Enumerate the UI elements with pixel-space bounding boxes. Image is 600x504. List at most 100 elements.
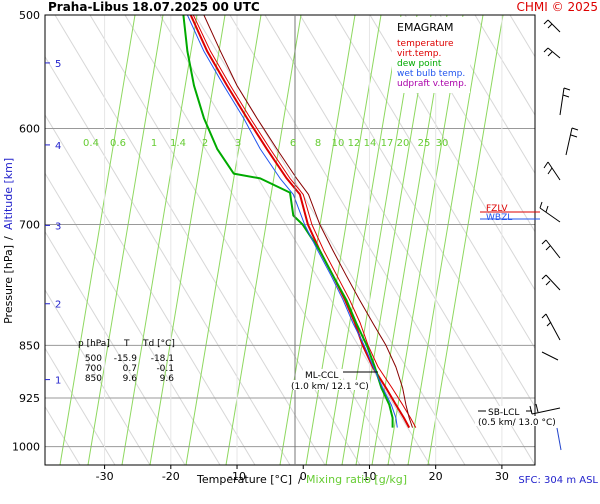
dry-adiabat — [45, 55, 291, 465]
table-cell: 500 — [85, 354, 102, 364]
dry-adiabat — [229, 15, 501, 465]
wind-barb-icon — [541, 274, 561, 291]
mixing-ratio-label: 30 — [436, 138, 449, 149]
legend-virt-temp: virt.temp. — [397, 49, 441, 59]
y-axis-label-sep: / — [2, 236, 15, 240]
x-tick-label: 0 — [300, 470, 307, 483]
mixing-ratio-label: 12 — [348, 138, 361, 149]
mixing-ratio-label: 0.4 — [83, 138, 99, 149]
dry-adiabat — [545, 15, 600, 465]
table-header-p: p [hPa] — [78, 339, 110, 349]
ml-ccl-value-bg — [288, 380, 370, 390]
wind-barb-icon — [541, 313, 561, 341]
legend-updraft: udpraft v.temp. — [397, 79, 467, 89]
mixing-ratio-label: 1.4 — [170, 138, 186, 149]
sb-lcl-label-bg — [486, 406, 526, 416]
wind-barb-icon — [541, 351, 559, 361]
dry-adiabat — [124, 15, 396, 465]
mixing-ratio-label: 8 — [315, 138, 321, 149]
sb-lcl-label: SB-LCL — [488, 408, 519, 418]
wind-barb-icon — [539, 201, 561, 223]
station-name: Praha-Libus — [48, 0, 128, 14]
mixing-ratio-label: 1 — [151, 138, 157, 149]
wind-barb-icon — [543, 161, 561, 181]
x-tick-label: -20 — [162, 470, 180, 483]
mixing-ratio-line — [427, 15, 504, 465]
dry-adiabat — [580, 15, 600, 465]
wind-barb-icon — [543, 47, 561, 59]
legend-dew-point: dew point — [397, 59, 442, 69]
mixing-ratio-label: 25 — [418, 138, 431, 149]
sounding-datetime: 18.07.2025 00 UTC — [132, 0, 260, 14]
altitude-tick-label: 1 — [55, 376, 61, 387]
pressure-tick-label: 925 — [19, 392, 40, 405]
x-tick-label: -30 — [96, 470, 114, 483]
mixing-ratio-label: 14 — [364, 138, 377, 149]
mixing-ratio-label: 17 — [381, 138, 394, 149]
table-cell: -18.1 — [151, 354, 174, 364]
dry-adiabat — [299, 15, 535, 408]
altitude-tick-label: 2 — [55, 300, 61, 311]
legend-wet-bulb: wet bulb temp. — [397, 69, 465, 79]
dry-adiabat — [54, 15, 326, 465]
table-cell: 9.6 — [160, 374, 175, 384]
mixing-ratio-label: 3 — [235, 138, 241, 149]
mixing-ratio-label: 6 — [290, 138, 296, 149]
dry-adiabat — [474, 15, 535, 116]
x-axis-label-mix: Mixing ratio [g/kg] — [306, 473, 407, 486]
altitude-tick-label: 4 — [55, 141, 61, 152]
wind-barb-icon — [559, 87, 571, 116]
wet-bulb-zero-label: WBZL — [486, 213, 512, 223]
series-updraft-v-temp — [203, 15, 413, 428]
table-cell: 700 — [85, 364, 102, 374]
x-tick-label: -10 — [228, 470, 246, 483]
ml-ccl-value: (1.0 km/ 12.1 °C) — [291, 382, 369, 392]
table-header-td: Td [°C] — [142, 339, 175, 349]
y-axis-label-pressure: Pressure [hPa] — [2, 245, 15, 324]
mixing-ratio-line — [185, 15, 262, 465]
dry-adiabat — [45, 114, 256, 465]
wind-barb-icon — [529, 403, 561, 415]
mixing-ratio-label: 2 — [202, 138, 208, 149]
x-axis-label-sep: / — [298, 473, 302, 486]
ml-ccl-label-bg — [303, 369, 343, 379]
dry-adiabat — [264, 15, 535, 465]
surface-elevation: SFC: 304 m ASL — [518, 475, 598, 486]
mixing-ratio-label: 10 — [332, 138, 345, 149]
pressure-tick-label: 700 — [19, 219, 40, 232]
pressure-tick-label: 1000 — [12, 441, 40, 454]
mixing-ratio-label: 20 — [397, 138, 410, 149]
x-tick-label: 30 — [495, 470, 509, 483]
dry-adiabat — [439, 15, 535, 175]
surface-wind-barb-icon — [556, 427, 562, 451]
table-cell: 0.7 — [123, 364, 137, 374]
pressure-tick-label: 500 — [19, 9, 40, 22]
plot-frame — [44, 14, 536, 466]
table-header-t: T — [123, 339, 130, 349]
copyright-label: CHMI © 2025 — [517, 0, 598, 14]
mixing-ratio-line — [121, 15, 198, 465]
table-cell: 850 — [85, 374, 102, 384]
series-wet-bulb-temp — [186, 15, 398, 428]
pressure-tick-label: 850 — [19, 339, 40, 352]
legend-temperature: temperature — [397, 39, 454, 49]
freezing-level-label: FZLV — [486, 204, 508, 214]
altitude-tick-label: 5 — [55, 59, 61, 70]
y-axis-label-alt: Altitude [km] — [2, 158, 15, 230]
sb-lcl-value-bg — [475, 416, 559, 426]
x-tick-label: 10 — [362, 470, 376, 483]
chart-title: EMAGRAM — [397, 21, 454, 34]
legend-box — [392, 17, 470, 93]
mixing-ratio-line — [59, 15, 136, 465]
dry-adiabat — [334, 15, 535, 350]
ml-ccl-label: ML-CCL — [305, 371, 338, 381]
mixing-ratio-label: 0.6 — [110, 138, 126, 149]
mixing-ratio-line — [87, 15, 164, 465]
x-axis-label-temp: Temperature [°C] — [196, 473, 292, 486]
mixing-ratio-line — [407, 15, 484, 465]
mixing-ratio-line — [149, 15, 226, 465]
dry-adiabat — [45, 230, 186, 465]
dry-adiabat — [45, 347, 116, 465]
